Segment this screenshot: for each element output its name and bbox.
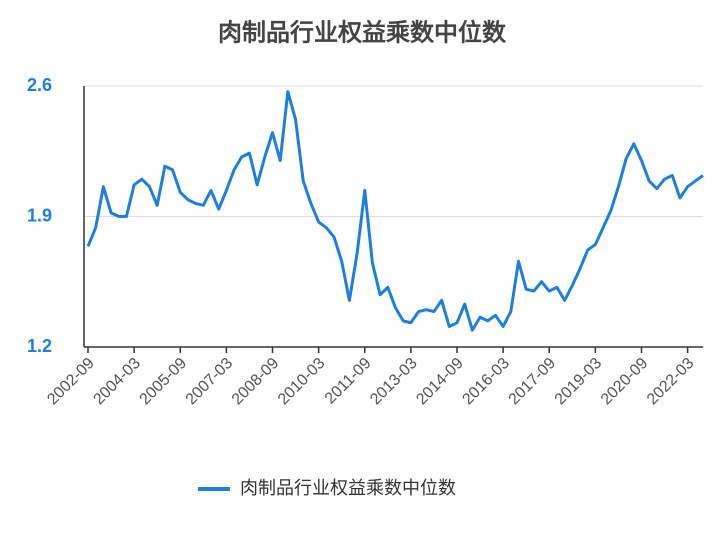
x-tick-label: 2013-03 — [367, 355, 421, 409]
line — [86, 90, 704, 332]
y-tick-label: 1.2 — [27, 336, 52, 356]
x-tick-label: 2002-09 — [44, 355, 98, 409]
x-tick-label: 2008-09 — [229, 355, 283, 409]
x-tick-label: 2020-09 — [598, 355, 652, 409]
x-tick-label: 2019-03 — [552, 355, 606, 409]
legend-label: 肉制品行业权益乘数中位数 — [240, 478, 456, 498]
x-tick-label: 2014-09 — [413, 355, 467, 409]
x-tick-label: 2011-09 — [322, 355, 375, 408]
chart-title: 肉制品行业权益乘数中位数 — [218, 18, 507, 46]
y-tick-label: 1.9 — [27, 205, 52, 225]
x-tick-label: 2022-03 — [644, 355, 698, 409]
x-tick-label: 2016-03 — [459, 355, 513, 409]
x-tick-label: 2017-09 — [506, 355, 560, 409]
x-tick-label: 2004-03 — [90, 355, 144, 409]
y-tick-label: 2.6 — [27, 75, 52, 95]
x-tick-label: 2010-03 — [275, 355, 329, 409]
x-tick-label: 2007-03 — [183, 355, 237, 409]
x-tick-label: 2005-09 — [137, 355, 191, 409]
